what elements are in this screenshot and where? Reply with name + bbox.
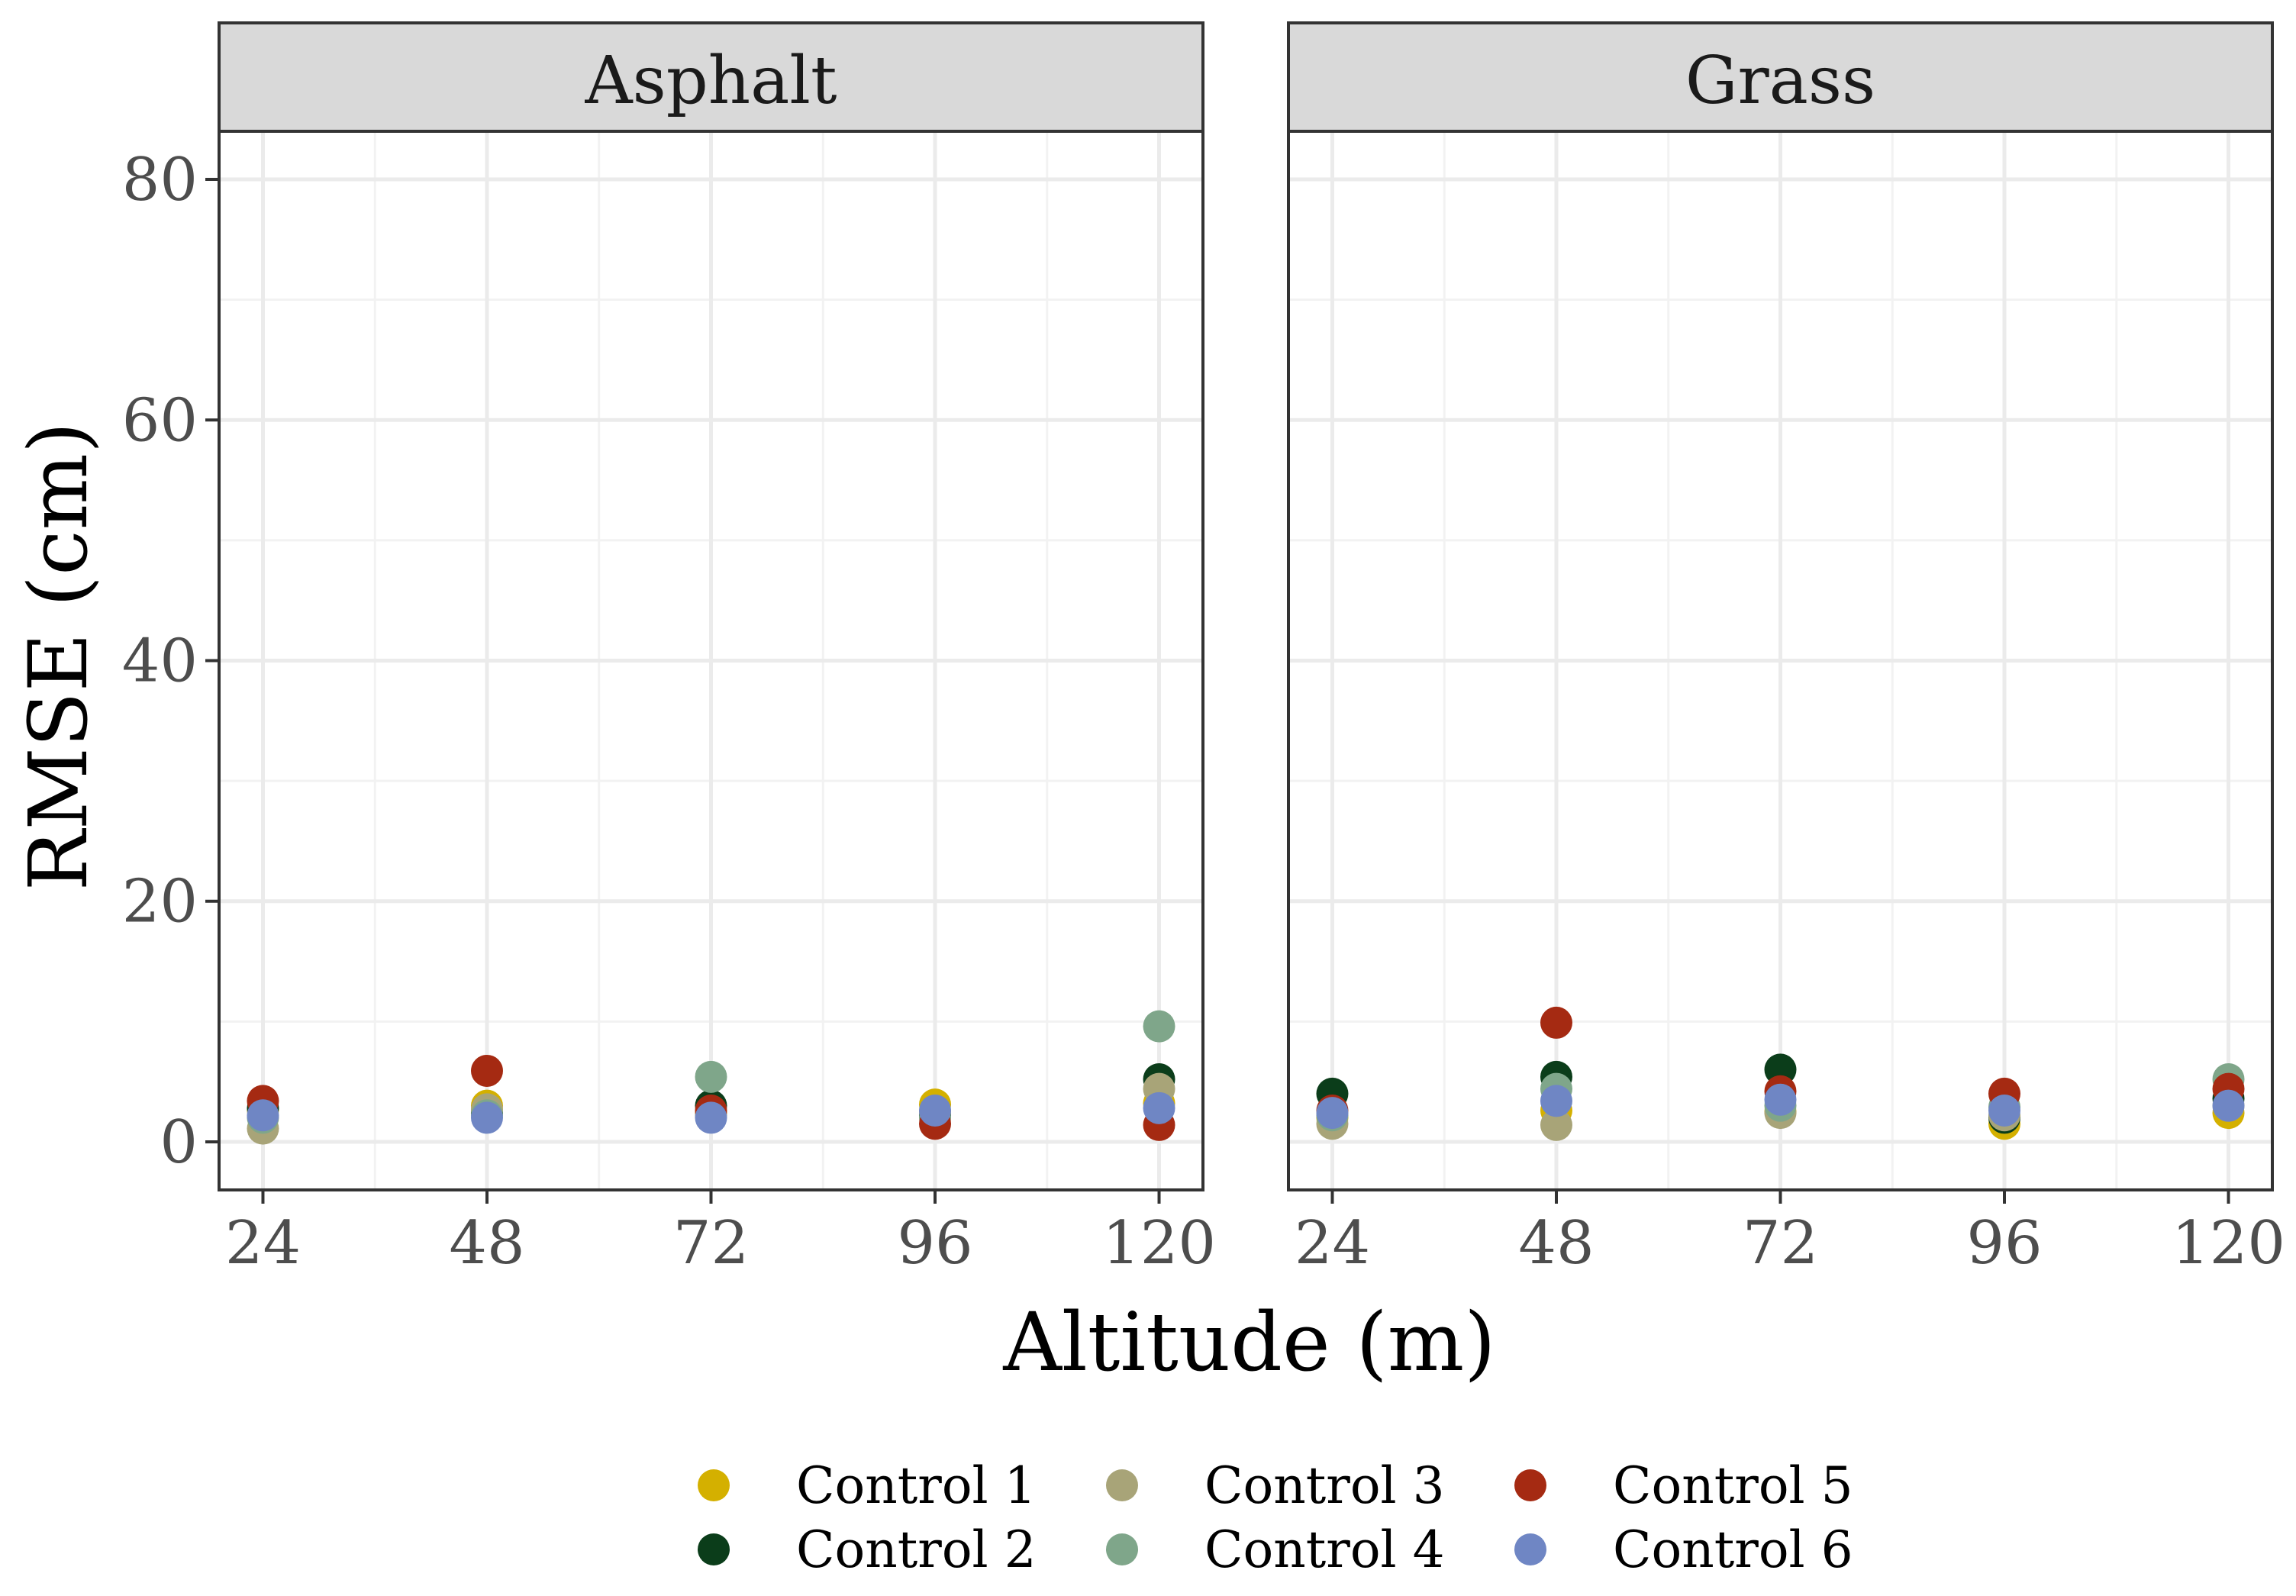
x-tick-label: 96 — [1966, 1209, 2042, 1278]
x-tick-label: 96 — [897, 1209, 972, 1278]
legend-item: Control 5 — [1514, 1456, 1853, 1515]
y-axis-title: RMSE (cm) — [11, 422, 105, 892]
x-tick-label: 48 — [449, 1209, 524, 1278]
data-point — [1540, 1108, 1572, 1141]
legend-key — [1514, 1469, 1546, 1501]
legend-key — [1106, 1533, 1138, 1565]
chart-panels: Asphalt 24 48 72 96 120 0 20 40 60 80 Grass 24 48 72 96… — [122, 21, 2285, 1278]
legend-label: Control 6 — [1613, 1520, 1853, 1579]
data-point — [695, 1060, 727, 1093]
legend-item: Control 6 — [1514, 1520, 1853, 1579]
data-point — [2212, 1089, 2245, 1122]
legend-label: Control 1 — [796, 1456, 1037, 1515]
data-point — [1540, 1085, 1572, 1117]
x-tick-label: 24 — [1295, 1209, 1370, 1278]
data-point — [695, 1101, 727, 1134]
data-point — [1143, 1091, 1175, 1124]
y-tick-label: 60 — [122, 386, 198, 455]
panel-asphalt: Asphalt 24 48 72 96 120 0 20 40 60 80 — [122, 21, 1216, 1278]
data-point — [1540, 1006, 1572, 1039]
x-tick-label: 72 — [1743, 1209, 1818, 1278]
x-tick-label: 24 — [225, 1209, 301, 1278]
legend-item: Control 3 — [1106, 1456, 1445, 1515]
panel-grass: Grass 24 48 72 96 120 — [1287, 21, 2285, 1278]
legend-item: Control 4 — [1106, 1520, 1445, 1579]
data-point — [1988, 1094, 2021, 1127]
x-tick-label: 120 — [1102, 1209, 1216, 1278]
data-point — [470, 1054, 503, 1087]
x-axis-title: Altitude (m) — [1002, 1295, 1495, 1389]
data-point — [1316, 1097, 1349, 1130]
y-tick-label: 20 — [122, 868, 198, 937]
y-tick-label: 0 — [160, 1108, 198, 1177]
y-tick-label: 80 — [122, 146, 198, 214]
data-point — [1143, 1010, 1175, 1043]
legend-key — [698, 1469, 730, 1501]
legend-label: Control 5 — [1613, 1456, 1853, 1515]
legend-label: Control 4 — [1204, 1520, 1445, 1579]
data-point — [470, 1101, 503, 1134]
x-tick-label: 120 — [2172, 1209, 2285, 1278]
y-tick-label: 40 — [122, 627, 198, 696]
facet-strip — [1287, 21, 2274, 133]
legend-item: Control 2 — [698, 1520, 1037, 1579]
x-tick-label: 48 — [1518, 1209, 1594, 1278]
legend-key — [1514, 1533, 1546, 1565]
legend-label: Control 2 — [796, 1520, 1037, 1579]
data-point — [247, 1099, 279, 1132]
facet-title: Grass — [1685, 43, 1875, 119]
x-tick-label: 72 — [673, 1209, 749, 1278]
facet-title: Asphalt — [584, 43, 837, 119]
facet-strip — [218, 21, 1204, 133]
data-point — [1764, 1083, 1797, 1116]
legend-key — [1106, 1469, 1138, 1501]
legend-label: Control 3 — [1204, 1456, 1445, 1515]
data-point — [919, 1094, 952, 1127]
legend-item: Control 1 — [698, 1456, 1037, 1515]
legend-key — [698, 1533, 730, 1565]
